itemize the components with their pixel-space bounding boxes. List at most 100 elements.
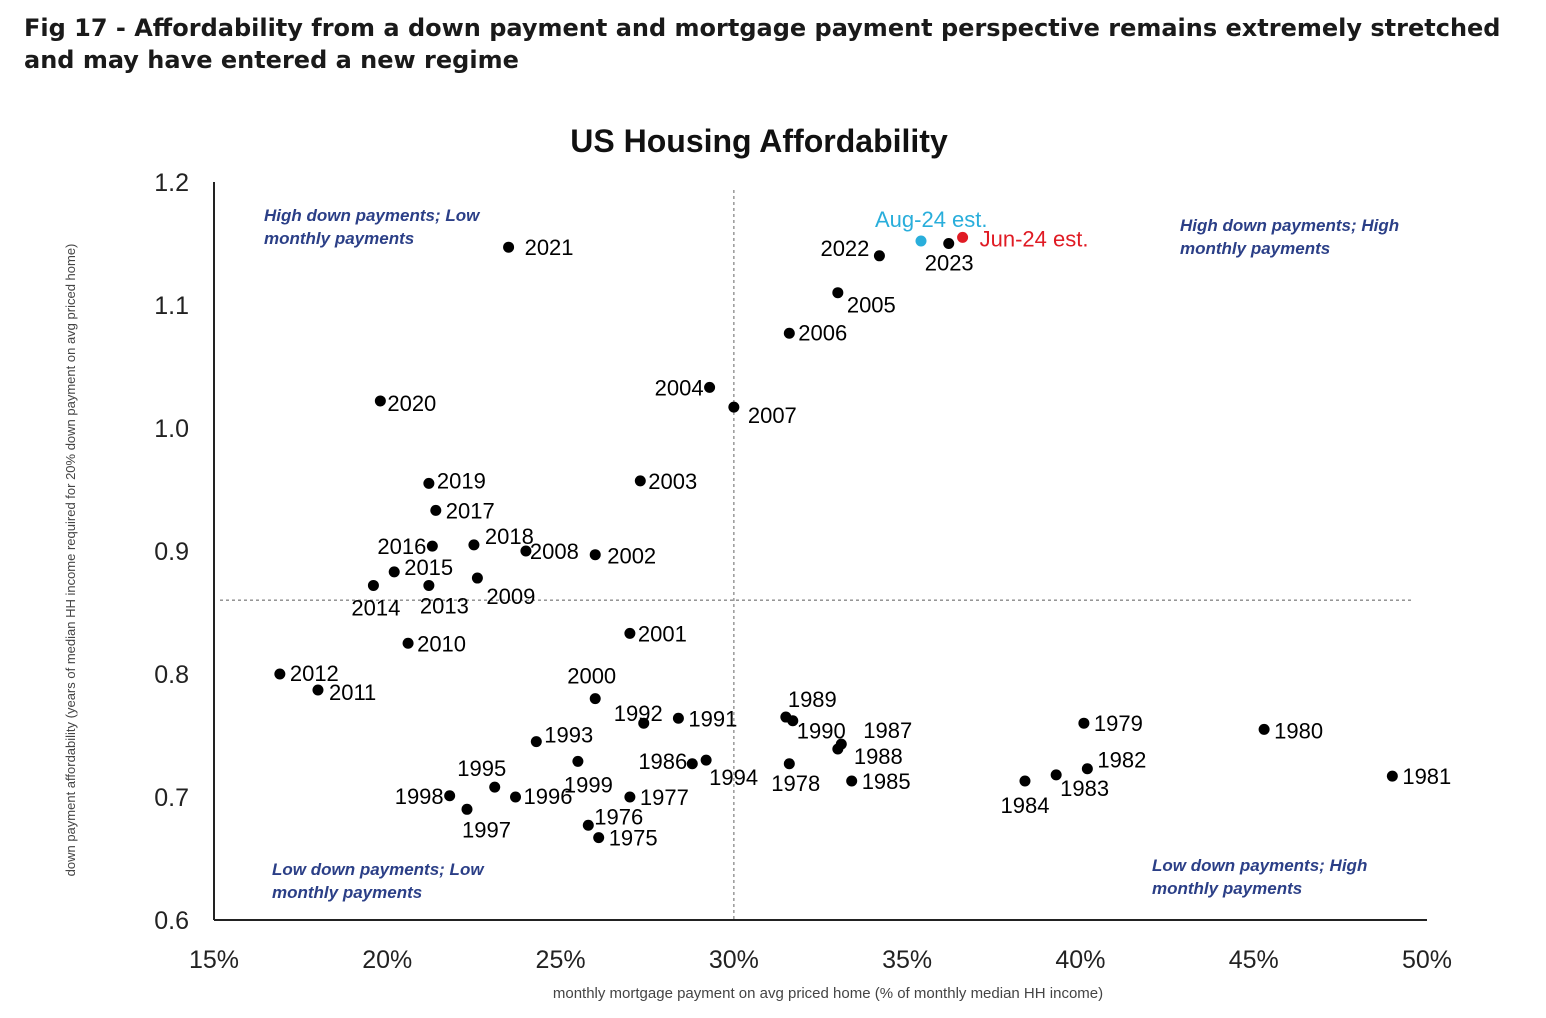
quadrant-label-bottom-left: Low down payments; Low monthly payments [272,860,485,902]
data-point-label: 2011 [329,680,376,705]
figure-caption: Fig 17 - Affordability from a down payme… [24,14,1501,74]
x-axis-label: monthly mortgage payment on avg priced h… [553,985,1103,1002]
data-point [832,743,844,755]
data-point-label: 2021 [525,235,574,260]
data-point-label: 1990 [797,719,846,744]
y-tick-label: 1.2 [154,169,189,197]
data-point [624,627,636,639]
data-point [783,327,795,339]
data-point-label: 2002 [607,544,656,569]
data-point-label: 2007 [748,403,797,428]
data-point [312,684,324,696]
data-point [832,287,844,299]
data-point-label: 2015 [404,555,453,580]
data-point [634,475,646,487]
axes [213,182,1427,921]
data-point [1258,723,1270,735]
data-point-label: 1998 [395,784,444,809]
y-tick-label: 1.0 [154,415,189,443]
data-point [638,717,650,729]
data-point [426,540,438,552]
data-point [672,712,684,724]
data-point [489,781,501,793]
y-tick-labels: 0.6 0.7 0.8 0.9 1.0 1.1 1.2 [154,169,189,935]
x-tick-label: 50% [1402,946,1452,974]
data-point-label: 1996 [524,784,573,809]
data-point-label: 2004 [655,375,704,400]
x-tick-labels: 15% 20% 25% 30% 35% 40% 45% 50% [189,946,1452,974]
data-point [374,395,386,407]
data-point [461,803,473,815]
data-point [1078,717,1090,729]
data-point-label: 1999 [564,772,613,797]
data-point-label: 2000 [567,664,616,689]
data-point [582,819,594,831]
x-tick-label: 30% [709,946,759,974]
data-point [787,715,799,727]
data-point-label: 2017 [446,498,495,523]
data-point-label: 1997 [462,817,511,842]
data-point-label: 2016 [377,534,426,559]
data-point-label: 1995 [457,756,506,781]
data-point [423,477,435,489]
data-point-label: 2003 [648,469,697,494]
data-point [1050,769,1062,781]
data-point-label: 1978 [771,771,820,796]
data-point [430,504,442,516]
y-axis-label: down payment affordability (years of med… [63,244,78,877]
data-point [957,231,969,243]
data-point [783,758,795,770]
data-point-label: 1979 [1094,711,1143,736]
y-tick-label: 0.6 [154,907,189,935]
data-point [846,775,858,787]
data-point [589,693,601,705]
data-point-label: 1988 [854,744,903,769]
data-point [728,401,740,413]
data-point [503,241,515,253]
data-point-label: 2010 [417,631,466,656]
data-point [367,579,379,591]
data-point-label: 2020 [387,391,436,416]
data-point-label: 1989 [788,687,837,712]
data-point-label: 2009 [486,584,535,609]
data-point [704,381,716,393]
data-point-label: 2008 [530,539,579,564]
data-point-label: 1986 [638,749,687,774]
data-point [1386,770,1398,782]
data-point-label: 2013 [420,593,469,618]
data-point-label: 1977 [640,785,689,810]
y-tick-label: 0.9 [154,538,189,566]
data-point-label: 1984 [1001,793,1050,818]
y-tick-label: 0.7 [154,784,189,812]
data-point-label: 1987 [863,718,912,743]
y-tick-label: 0.8 [154,661,189,689]
x-tick-label: 40% [1055,946,1105,974]
data-point-label: 2005 [847,293,896,318]
data-point-label: 1985 [862,769,911,794]
data-point [471,572,483,584]
data-point [624,791,636,803]
data-point-label: 1994 [709,765,758,790]
data-point [520,545,532,557]
data-point [572,755,584,767]
data-point [388,566,400,578]
data-point-label: 2012 [290,661,339,686]
quadrant-labels: High down payments; Low monthly payments H… [264,206,1399,902]
data-point [468,539,480,551]
y-tick-label: 1.1 [154,292,189,320]
data-point-label: 2023 [925,251,974,276]
data-point-label: 2006 [798,320,847,345]
data-point [530,736,542,748]
chart-title: US Housing Affordability [570,123,948,159]
quadrant-label-top-left: High down payments; Low monthly payments [264,206,481,248]
x-tick-label: 35% [882,946,932,974]
x-tick-label: 15% [189,946,239,974]
data-point [873,250,885,262]
data-point [915,235,927,247]
data-point [1081,763,1093,775]
reference-lines [220,190,1412,920]
data-point [943,238,955,249]
data-point [700,754,712,766]
data-points [274,231,1398,844]
